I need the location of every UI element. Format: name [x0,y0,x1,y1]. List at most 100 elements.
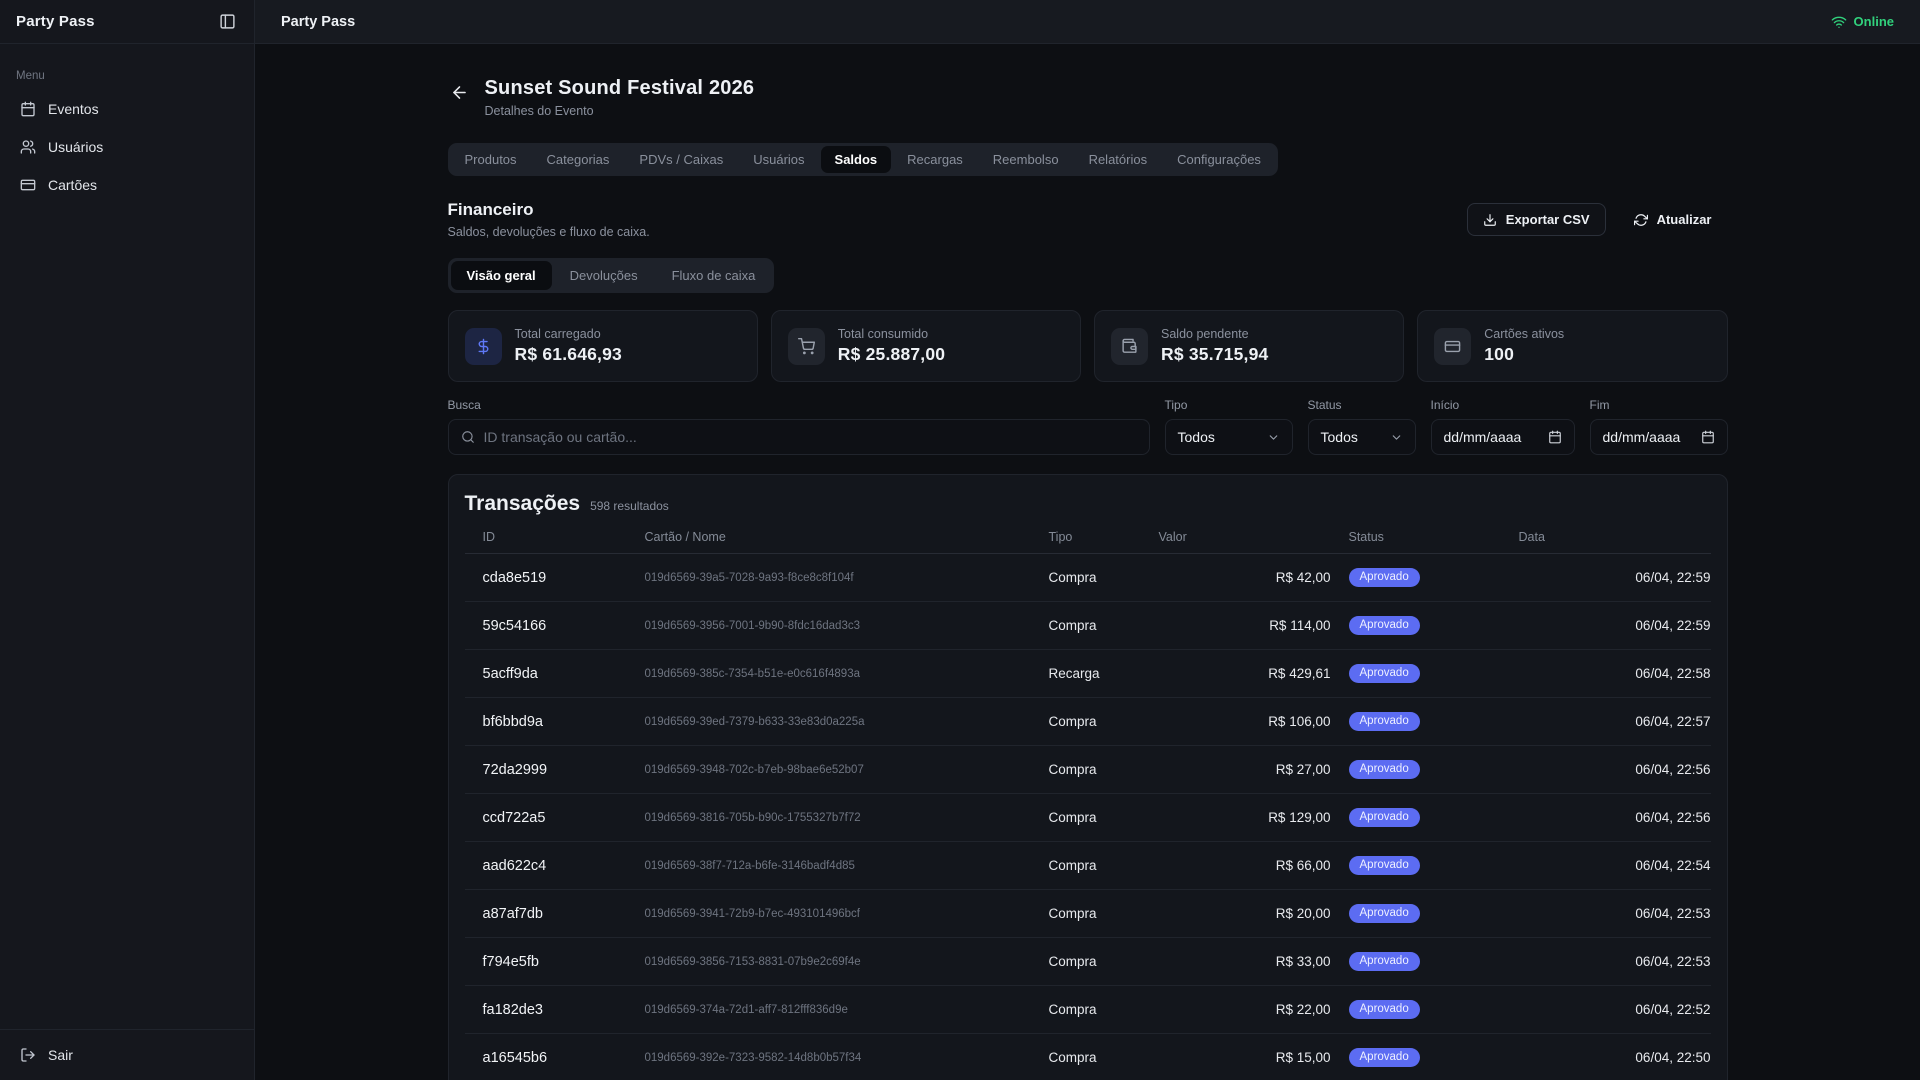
search-label: Busca [447,398,481,412]
table-row[interactable]: 72da2999 019d6569-3948-702c-b7eb-98bae6e5… [464,746,1711,794]
status-badge: Aprovado [1348,999,1420,1020]
cell-card: 019d6569-3948-702c-b7eb-98bae6e52b07 [644,763,864,776]
calendar-icon [1548,430,1562,444]
export-csv-label: Exportar CSV [1505,212,1590,227]
tab-saldos[interactable]: Saldos [820,146,892,173]
main-area: Party Pass Online Sunset Sound Festival … [255,0,1920,1080]
tab-categorias[interactable]: Categorias [546,152,610,167]
column-header: Cartão / Nome [644,529,726,544]
column-header: Data [1518,529,1545,544]
inicio-date-value: dd/mm/aaaa [1443,429,1522,445]
tab-usuarios[interactable]: Usuários [753,152,805,167]
cell-data: 06/04, 22:56 [1635,762,1711,777]
cell-card: 019d6569-3941-72b9-b7ec-493101496bcf [644,907,861,920]
stat-label: Saldo pendente [1161,327,1249,341]
table-row[interactable]: fa182de3 019d6569-374a-72d1-aff7-812fff83… [464,986,1711,1034]
cell-id: 5acff9da [482,665,538,682]
cell-card: 019d6569-39a5-7028-9a93-f8ce8c8f104f [644,571,854,584]
cell-data: 06/04, 22:59 [1635,570,1711,585]
cell-tipo: Compra [1048,906,1097,921]
status-select[interactable]: Todos [1307,419,1416,455]
cell-valor: R$ 27,00 [1275,762,1331,777]
table-header-row: ID Cartão / Nome Tipo Valor Status Data [464,520,1711,554]
calendar-icon [1701,430,1715,444]
cell-valor: R$ 114,00 [1269,618,1331,633]
online-label: Online [1853,14,1894,29]
filters-bar: Busca Tipo Todos [447,398,1728,455]
transactions-card: Transações 598 resultados ID Cartão / Nom… [447,474,1728,1080]
subtab-fluxodecaixa[interactable]: Fluxo de caixa [671,268,756,283]
fim-date-input[interactable]: dd/mm/aaaa [1589,419,1728,455]
tipo-select[interactable]: Todos [1164,419,1293,455]
cell-valor: R$ 42,00 [1275,570,1331,585]
refresh-button[interactable]: Atualizar [1618,203,1728,236]
cell-tipo: Compra [1048,858,1097,873]
cell-tipo: Compra [1048,1050,1097,1065]
table-row[interactable]: cda8e519 019d6569-39a5-7028-9a93-f8ce8c8f… [464,554,1711,602]
cell-id: ccd722a5 [482,809,546,826]
cell-valor: R$ 20,00 [1275,906,1331,921]
transactions-result-count: 598 resultados [590,499,669,513]
cell-data: 06/04, 22:57 [1635,714,1711,729]
menu-section-label: Menu [16,70,45,82]
table-row[interactable]: 59c54166 019d6569-3956-7001-9b90-8fdc16da… [464,602,1711,650]
status-badge: Aprovado [1348,711,1420,732]
cell-status: Aprovado [1331,807,1501,828]
tab-pdvscaixas[interactable]: PDVs / Caixas [639,152,724,167]
sidebar-toggle-button[interactable] [217,11,238,32]
table-row[interactable]: a87af7db 019d6569-3941-72b9-b7ec-49310149… [464,890,1711,938]
export-csv-button[interactable]: Exportar CSV [1466,203,1606,236]
cell-status: Aprovado [1331,711,1501,732]
column-header: Tipo [1048,529,1073,544]
sidebar-item-cartoes[interactable]: Cartões [10,168,244,202]
cell-valor: R$ 33,00 [1275,954,1331,969]
logout-icon [20,1047,36,1063]
column-header: ID [482,529,496,544]
stat-card: Total consumido R$ 25.887,00 [770,310,1081,382]
subtab-visaogeral[interactable]: Visão geral [450,261,552,290]
tab-relatorios[interactable]: Relatórios [1088,152,1148,167]
refresh-label: Atualizar [1656,212,1712,227]
sidebar-footer: Sair [0,1029,254,1080]
cell-valor: R$ 15,00 [1275,1050,1331,1065]
dollar-icon [464,327,502,365]
cell-status: Aprovado [1331,999,1501,1020]
table-row[interactable]: f794e5fb 019d6569-3856-7153-8831-07b9e2c6… [464,938,1711,986]
status-badge: Aprovado [1348,615,1420,636]
sidebar-item-label: Usuários [48,139,104,155]
cell-tipo: Compra [1048,762,1097,777]
subtab-devolucoes[interactable]: Devoluções [569,268,638,283]
search-input[interactable] [483,429,1137,445]
cell-status: Aprovado [1331,663,1501,684]
table-row[interactable]: a16545b6 019d6569-392e-7323-9582-14d8b0b5… [465,1034,1711,1080]
tipo-select-value: Todos [1177,429,1215,445]
cell-id: fa182de3 [482,1001,543,1018]
sidebar-item-usuarios[interactable]: Usuários [10,130,244,164]
table-row[interactable]: 5acff9da 019d6569-385c-7354-b51e-e0c616f4… [464,650,1711,698]
sidebar-header: Party Pass [0,0,254,44]
sidebar-item-sair[interactable]: Sair [10,1038,244,1072]
tab-configuracoes[interactable]: Configurações [1177,152,1261,167]
cell-status: Aprovado [1331,567,1501,588]
inicio-date-input[interactable]: dd/mm/aaaa [1430,419,1575,455]
wallet-icon [1111,327,1148,365]
cell-valor: R$ 429,61 [1268,666,1331,681]
cell-id: cda8e519 [482,569,547,586]
stat-card: Total carregado R$ 61.646,93 [447,310,758,382]
credit-card-icon [1434,327,1472,365]
tab-produtos[interactable]: Produtos [464,152,517,167]
section-subtitle: Saldos, devoluções e fluxo de caixa. [447,225,650,239]
cell-id: a87af7db [482,905,543,922]
tab-reembolso[interactable]: Reembolso [992,152,1059,167]
stat-value: R$ 61.646,93 [514,344,622,364]
sidebar-item-eventos[interactable]: Eventos [10,92,244,126]
tab-recargas[interactable]: Recargas [907,152,963,167]
page-head: Sunset Sound Festival 2026 Detalhes do E… [448,77,1728,118]
transactions-title: Transações [464,492,581,515]
stat-label: Total consumido [837,327,929,341]
table-row[interactable]: bf6bbd9a 019d6569-39ed-7379-b633-33e83d0a… [464,698,1711,746]
table-row[interactable]: ccd722a5 019d6569-3816-705b-b90c-1755327b… [464,794,1711,842]
wifi-icon [1831,14,1847,30]
table-row[interactable]: aad622c4 019d6569-38f7-712a-b6fe-3146badf… [464,842,1711,890]
back-button[interactable] [448,79,471,106]
